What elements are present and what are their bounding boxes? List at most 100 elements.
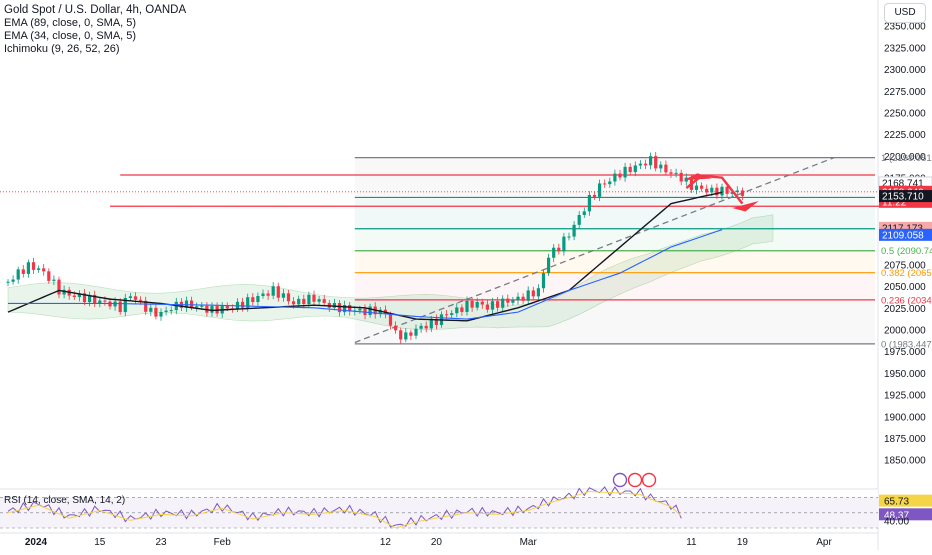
candle-body — [720, 186, 724, 196]
candle-body — [6, 281, 10, 283]
event-marker-icon[interactable] — [612, 472, 628, 488]
price-tick-label: 2350.000 — [884, 22, 926, 33]
legend-rsi: RSI (14, close, SMA, 14, 2) — [4, 495, 125, 506]
price-tick-label: 1875.000 — [884, 434, 926, 445]
ema-line[interactable] — [7, 191, 723, 322]
candle-body — [82, 293, 87, 303]
candle-body — [511, 300, 515, 303]
price-tick-label: 2300.000 — [884, 65, 926, 76]
candle-body — [562, 236, 566, 252]
candle-body — [21, 269, 25, 274]
candle-body — [286, 293, 291, 302]
candle-body — [292, 301, 296, 305]
candle-body — [608, 181, 612, 185]
candle-body — [378, 309, 382, 315]
candle-body — [154, 307, 158, 317]
projection-path[interactable] — [685, 174, 744, 205]
fib-level-label: 0.236 (2034.094) — [881, 295, 932, 306]
candle-body — [266, 293, 270, 296]
candle-body — [521, 296, 525, 301]
rsi-line[interactable] — [7, 486, 682, 528]
candle-body — [123, 297, 127, 313]
rsi-pane[interactable] — [0, 490, 878, 528]
candle-body — [735, 190, 739, 193]
candle-body — [552, 247, 556, 258]
price-tick-label: 1900.000 — [884, 412, 926, 423]
price-axis-label-text: 2109.058 — [882, 230, 924, 241]
candle-body — [715, 187, 719, 196]
candle-body — [592, 195, 597, 197]
price-tick-label: 1950.000 — [884, 369, 926, 380]
rsi-tick-label: 40.00 — [884, 516, 909, 527]
candle-body — [57, 279, 61, 295]
price-axis-panel[interactable] — [878, 0, 932, 550]
candle-body — [128, 296, 132, 298]
candle-body — [730, 192, 734, 194]
candle-body — [506, 298, 510, 303]
fib-level-label: 0.5 (2090.749) — [881, 246, 932, 257]
legend-ema34[interactable]: EMA (34, close, 0, SMA, 5) — [4, 30, 137, 42]
candle-body — [582, 211, 586, 215]
candle-body — [144, 300, 148, 312]
time-tick-label: 20 — [431, 537, 443, 548]
candle-body — [103, 300, 107, 302]
ema-line[interactable] — [8, 229, 723, 320]
candle-body — [52, 279, 56, 281]
candle-body — [541, 273, 546, 289]
candle-body — [618, 173, 622, 178]
price-axis-label-text: 2153.710 — [882, 192, 924, 203]
candle-body — [475, 301, 479, 308]
candle-body — [210, 306, 214, 313]
candle-body — [200, 305, 204, 307]
candle-body — [42, 268, 46, 272]
candle-body — [628, 166, 632, 173]
candle-body — [404, 332, 408, 340]
candle-body — [567, 236, 571, 238]
time-tick-label: 15 — [94, 537, 106, 548]
candle-body — [251, 297, 255, 303]
candle-body — [669, 172, 673, 174]
candle-body — [694, 185, 699, 190]
price-tick-label: 2250.000 — [884, 108, 926, 119]
event-marker-icon[interactable] — [627, 472, 643, 488]
fib-level-label: 1 (2198.051) — [881, 153, 932, 164]
price-axis-label[interactable] — [879, 190, 932, 203]
candle-body — [93, 294, 97, 304]
symbol-title[interactable]: Gold Spot / U.S. Dollar, 4h, OANDA — [4, 4, 187, 16]
fib-zone — [354, 197, 875, 229]
legend-ema89[interactable]: EMA (89, close, 0, SMA, 5) — [4, 17, 137, 29]
candle-body — [302, 298, 306, 305]
price-axis-label-text: 2168.741 — [882, 179, 924, 190]
event-marker-icon[interactable] — [641, 472, 657, 488]
rsi-axis-label — [879, 508, 932, 521]
candle-body — [700, 185, 704, 189]
candle-body — [307, 294, 311, 305]
candle-body — [164, 310, 168, 312]
candle-body — [679, 172, 683, 182]
candle-body — [246, 297, 250, 308]
candle-body — [705, 188, 709, 193]
candle-body — [598, 183, 602, 197]
candle-body — [77, 293, 81, 298]
projection-arrowhead — [683, 173, 712, 181]
candle-body — [480, 301, 484, 305]
currency-button[interactable]: USD — [884, 3, 926, 23]
candle-body — [490, 301, 495, 310]
projection-arrowhead — [732, 201, 759, 212]
trendline[interactable] — [354, 157, 835, 344]
price-axis-label[interactable] — [879, 228, 932, 241]
legend-ichimoku[interactable]: Ichimoku (9, 26, 52, 26) — [4, 43, 120, 55]
candle-body — [332, 303, 336, 308]
candle-body — [322, 299, 326, 304]
rsi-signal-line — [7, 491, 682, 529]
candle-body — [429, 318, 433, 329]
price-tick-label: 1850.000 — [884, 456, 926, 467]
price-tick-label: 2000.000 — [884, 325, 926, 336]
time-tick-label: Mar — [520, 537, 538, 548]
candle-body — [659, 164, 663, 169]
candle-body — [16, 269, 20, 280]
candle-body — [557, 247, 561, 252]
candle-body — [348, 305, 352, 312]
